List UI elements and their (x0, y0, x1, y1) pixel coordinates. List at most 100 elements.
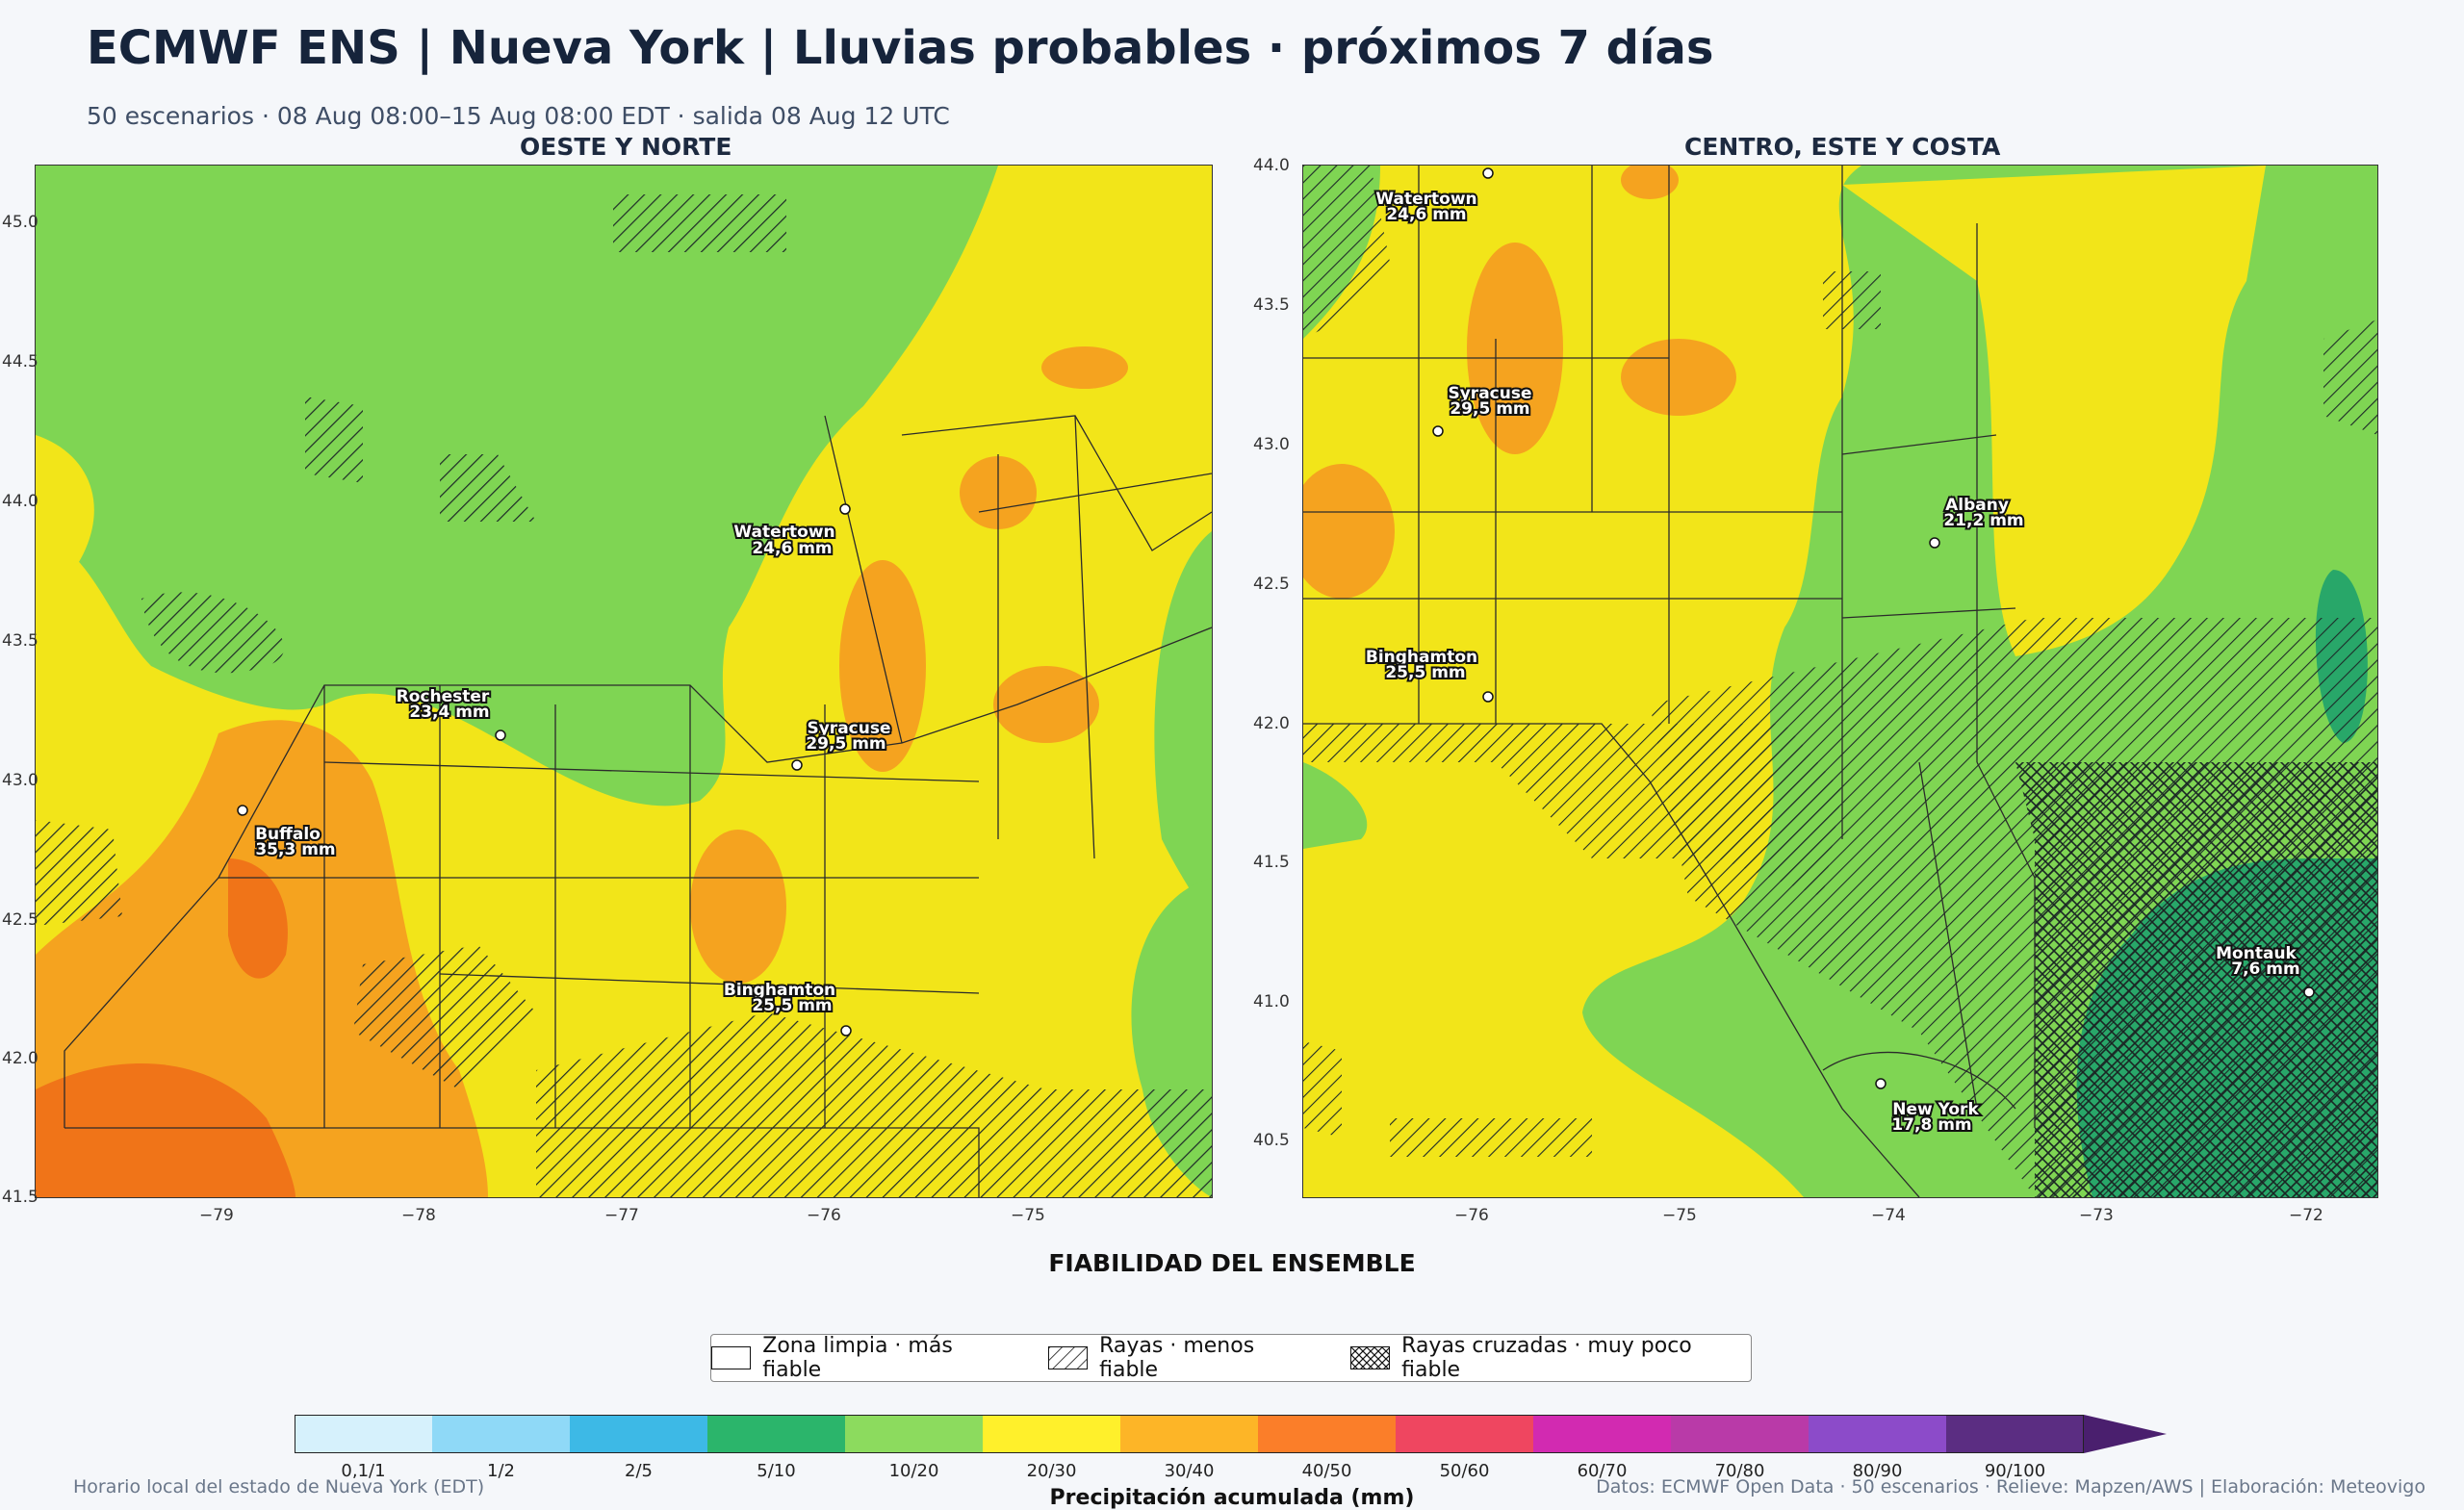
city-value: 29,5 mm (806, 734, 886, 754)
rochester-marker (495, 729, 506, 741)
y-tick: 45.0 (2, 213, 38, 232)
map-east[interactable]: Watertown 24,6 mm Syracuse 29,5 mm Alban… (1302, 165, 2378, 1198)
map-west-canvas: Watertown 24,6 mm Rochester 23,4 mm Syra… (36, 166, 1212, 1197)
colorbar-bin-label: 60/70 (1577, 1461, 1628, 1481)
colorbar-bin-label: 40/50 (1301, 1461, 1352, 1481)
y-tick: 40.5 (1253, 1131, 1290, 1150)
page-title: ECMWF ENS | Nueva York | Lluvias probabl… (87, 21, 1714, 75)
x-tick: −74 (1871, 1206, 1906, 1225)
colorbar-frame (295, 1415, 2084, 1453)
colorbar-bin (1258, 1415, 1396, 1453)
legend-label: Rayas · menos fiable (1099, 1334, 1255, 1382)
colorbar-bin (432, 1415, 570, 1453)
colorbar-bin-label: 10/20 (888, 1461, 939, 1481)
city-markers (1432, 167, 2315, 1089)
clean-swatch-icon (711, 1346, 752, 1369)
y-tick: 41.5 (1253, 853, 1290, 872)
footer-timezone-note: Horario local del estado de Nueva York (… (73, 1476, 485, 1497)
city-value: 7,6 mm (2231, 960, 2299, 979)
buffalo-marker (237, 805, 248, 816)
colorbar-bin (1396, 1415, 1533, 1453)
rain-40-50-area (36, 1062, 295, 1197)
colorbar-bin (1120, 1415, 1258, 1453)
colorbar-bin (1671, 1415, 1809, 1453)
city-value: 24,6 mm (1386, 205, 1466, 224)
y-tick: 44.0 (1253, 156, 1290, 175)
legend-item-crosshatch: Rayas cruzadas · muy poco fiable (1349, 1334, 1751, 1382)
y-tick: 44.0 (2, 492, 38, 511)
city-name: Binghamton (1366, 648, 1477, 667)
x-tick: −76 (807, 1206, 841, 1225)
x-tick: −78 (401, 1206, 436, 1225)
city-name: Syracuse (1448, 384, 1531, 403)
colorbar-bin (845, 1415, 983, 1453)
colorbar-bin-label: 20/30 (1026, 1461, 1077, 1481)
legend-item-hatch: Rayas · menos fiable (1047, 1334, 1316, 1382)
y-tick: 44.5 (2, 352, 38, 371)
city-value: 29,5 mm (1450, 399, 1529, 419)
x-tick: −75 (1662, 1206, 1697, 1225)
y-tick: 42.0 (1253, 714, 1290, 733)
city-name: Binghamton (724, 981, 835, 1000)
colorbar-bin (1809, 1415, 1946, 1453)
y-tick: 43.0 (2, 771, 38, 790)
x-tick: −72 (2289, 1206, 2323, 1225)
city-name: Montauk (2216, 944, 2297, 963)
panel-title-west: OESTE Y NORTE (520, 133, 732, 161)
y-tick: 43.5 (1253, 295, 1290, 315)
reliability-legend: Zona limpia · más fiable Rayas · menos f… (710, 1334, 1752, 1382)
y-tick: 43.0 (1253, 435, 1290, 454)
y-tick: 41.0 (1253, 992, 1290, 1011)
binghamton-marker (840, 1025, 852, 1037)
city-name: Watertown (733, 523, 834, 542)
city-name: Buffalo (255, 825, 321, 844)
syracuse-marker (791, 759, 803, 771)
legend-item-clean: Zona limpia · más fiable (711, 1334, 1014, 1382)
colorbar-bin (570, 1415, 707, 1453)
city-value: 21,2 mm (1943, 511, 2023, 530)
city-markers (237, 503, 852, 1037)
y-tick: 43.5 (2, 631, 38, 651)
x-tick: −75 (1011, 1206, 1045, 1225)
colorbar-bin-label: 5/10 (757, 1461, 796, 1481)
x-tick: −77 (604, 1206, 639, 1225)
colorbar-bin-label: 2/5 (625, 1461, 653, 1481)
city-name: Syracuse (807, 719, 890, 738)
city-value: 25,5 mm (752, 996, 832, 1015)
city-name: Watertown (1375, 190, 1476, 209)
colorbar-bin (295, 1415, 432, 1453)
county-borders (1303, 166, 2036, 1197)
colorbar-bin (707, 1415, 845, 1453)
x-tick: −73 (2079, 1206, 2114, 1225)
footer-credits: Datos: ECMWF Open Data · 50 escenarios ·… (1596, 1476, 2426, 1497)
y-tick: 41.5 (2, 1188, 38, 1207)
reliability-title: FIABILIDAD DEL ENSEMBLE (1048, 1249, 1416, 1277)
precipitation-colorbar (295, 1415, 2167, 1453)
map-east-canvas: Watertown 24,6 mm Syracuse 29,5 mm Alban… (1303, 166, 2377, 1197)
colorbar-bin-label: 90/100 (1984, 1461, 2046, 1481)
watertown-marker (839, 503, 851, 515)
city-name: Albany (1945, 496, 2009, 515)
rain-10-20-east-edge (1154, 531, 1212, 935)
city-value: 23,4 mm (409, 703, 489, 722)
colorbar-bin (983, 1415, 1120, 1453)
x-tick: −79 (199, 1206, 234, 1225)
hatch-swatch-icon (1047, 1346, 1089, 1369)
y-tick: 42.0 (2, 1049, 38, 1068)
city-value: 24,6 mm (752, 539, 832, 558)
page-subtitle: 50 escenarios · 08 Aug 08:00–15 Aug 08:0… (87, 102, 950, 130)
y-tick: 42.5 (2, 910, 38, 930)
city-value: 17,8 mm (1891, 1115, 1971, 1135)
city-name: New York (1892, 1100, 1979, 1119)
colorbar-bin (1946, 1415, 2084, 1453)
map-west[interactable]: Watertown 24,6 mm Rochester 23,4 mm Syra… (35, 165, 1213, 1198)
county-borders (64, 415, 1212, 1197)
colorbar-extend-arrow (2084, 1415, 2167, 1453)
crosshatch-swatch-icon (1349, 1346, 1391, 1369)
colorbar-bin-label: 30/40 (1164, 1461, 1215, 1481)
colorbar-bin-label: 50/60 (1439, 1461, 1490, 1481)
legend-label: Rayas cruzadas · muy poco fiable (1401, 1334, 1692, 1382)
colorbar-bin-label: 70/80 (1714, 1461, 1765, 1481)
colorbar-bin-label: 1/2 (487, 1461, 515, 1481)
panel-title-east: CENTRO, ESTE Y COSTA (1684, 133, 2001, 161)
